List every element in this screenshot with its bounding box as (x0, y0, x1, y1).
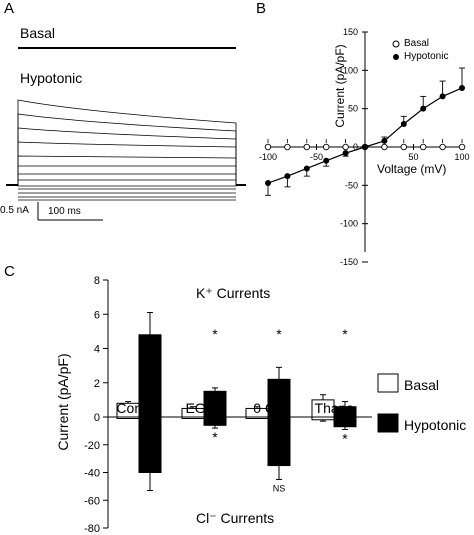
bar-legend-basal-label: Basal (404, 377, 440, 393)
bar-category-label: EGTA (185, 400, 223, 416)
hypotonic-data-point (362, 144, 368, 150)
basal-bar (311, 416, 335, 421)
hypotonic-trace (17, 179, 237, 185)
hypotonic-bar (333, 416, 357, 428)
panel-letter-b: B (256, 0, 267, 17)
bar-y-tick-label: -40 (84, 468, 100, 480)
hypotonic-data-point (439, 93, 446, 100)
iv-legend-hypotonic-label: Hypotonic (404, 51, 449, 62)
hypotonic-trace-label: Hypotonic (20, 70, 83, 86)
panel-letter-a: A (4, 0, 15, 17)
bar-y-tick-label: 6 (94, 309, 100, 321)
hypotonic-bar (138, 416, 162, 473)
hypotonic-trace (17, 113, 237, 185)
hypotonic-trace (17, 99, 237, 185)
cl-significance-marker: NS (273, 483, 286, 493)
cl-significance-marker: * (342, 430, 348, 446)
hypotonic-data-point (265, 180, 271, 187)
k-significance-marker: * (276, 326, 282, 342)
scale-bar (37, 202, 103, 221)
cl-currents-title: Cl⁻ Currents (196, 510, 275, 526)
basal-data-point (303, 143, 311, 151)
iv-x-tick-label: -50 (310, 152, 323, 162)
hypotonic-trace (17, 141, 237, 185)
cl-significance-marker: * (212, 429, 218, 445)
bar-y-tick-label: 2 (94, 378, 100, 390)
iv-y-tick-label: -150 (340, 257, 358, 267)
hypotonic-data-point (420, 105, 427, 112)
hypotonic-bar (267, 416, 291, 467)
k-significance-marker: * (212, 326, 218, 342)
basal-bar (245, 416, 269, 419)
panel-letter-c: C (4, 263, 15, 280)
iv-y-tick-label: 100 (343, 65, 358, 75)
iv-y-tick-label: -100 (340, 219, 358, 229)
hypotonic-data-point (303, 165, 310, 172)
basal-data-point (264, 143, 272, 151)
bar-legend-basal-swatch (377, 373, 399, 393)
basal-data-point (284, 143, 291, 151)
iv-x-axis-label: Voltage (mV) (377, 162, 447, 176)
hypotonic-data-point (323, 157, 330, 164)
hypotonic-data-point (400, 121, 407, 127)
iv-legend-hypotonic-marker (393, 54, 399, 60)
bar-y-tick-label: -60 (84, 495, 100, 507)
basal-data-point (400, 143, 408, 151)
iv-x-tick-label: -100 (259, 152, 277, 162)
basal-data-point (381, 143, 388, 151)
hypotonic-data-point (381, 137, 388, 144)
iv-x-tick-label: 50 (408, 152, 418, 162)
basal-data-point (342, 143, 349, 151)
iv-y-tick-label: 50 (348, 104, 358, 114)
hypotonic-trace (17, 173, 237, 185)
iv-y-tick-label: -50 (345, 180, 358, 190)
hypotonic-data-point (284, 173, 291, 180)
bar-chart: 8 6 4 2 0 -20 -40 -60 -80 Control EGTA * * 0 Ca * NS Tha… (84, 275, 399, 535)
bar-legend-hypotonic-swatch (377, 413, 399, 433)
k-currents-title: K⁺ Currents (196, 285, 271, 301)
hypotonic-current-traces (6, 99, 246, 201)
bar-y-tick-label: -20 (84, 440, 100, 452)
bar-y-tick-label: 8 (94, 275, 100, 287)
bar-y-tick-label: -80 (84, 523, 100, 535)
basal-data-point (458, 143, 466, 151)
iv-legend-basal-label: Basal (404, 38, 430, 49)
hypotonic-data-point (342, 150, 349, 157)
hypotonic-trace (17, 185, 237, 187)
iv-x-tick-label: 100 (454, 152, 469, 162)
hypotonic-data-point (459, 84, 465, 91)
scale-bar-time-label: 100 ms (48, 206, 81, 217)
basal-data-point (419, 143, 427, 151)
hypotonic-bar (203, 416, 227, 426)
bar-legend-hypotonic-label: Hypotonic (404, 417, 467, 433)
bar-category-label: Thaps (315, 400, 354, 416)
bar-y-tick-label: 4 (94, 344, 100, 356)
hypotonic-trace (17, 165, 237, 185)
iv-legend-basal-marker (392, 40, 400, 48)
hypotonic-trace (17, 155, 237, 185)
basal-trace-label: Basal (20, 25, 56, 41)
bar-y-tick-label: 0 (94, 412, 100, 424)
hypotonic-trace (17, 127, 237, 185)
basal-data-point (439, 143, 446, 151)
bar-category-label: Control (116, 400, 161, 416)
bar-category-label: 0 Ca (253, 400, 283, 416)
scale-bar-current-label: 0.5 nA (0, 205, 29, 216)
basal-data-point (322, 143, 330, 151)
k-significance-marker: * (342, 326, 348, 342)
basal-bar (181, 416, 205, 419)
iv-y-tick-label: 150 (343, 27, 358, 37)
basal-bar (116, 416, 140, 419)
